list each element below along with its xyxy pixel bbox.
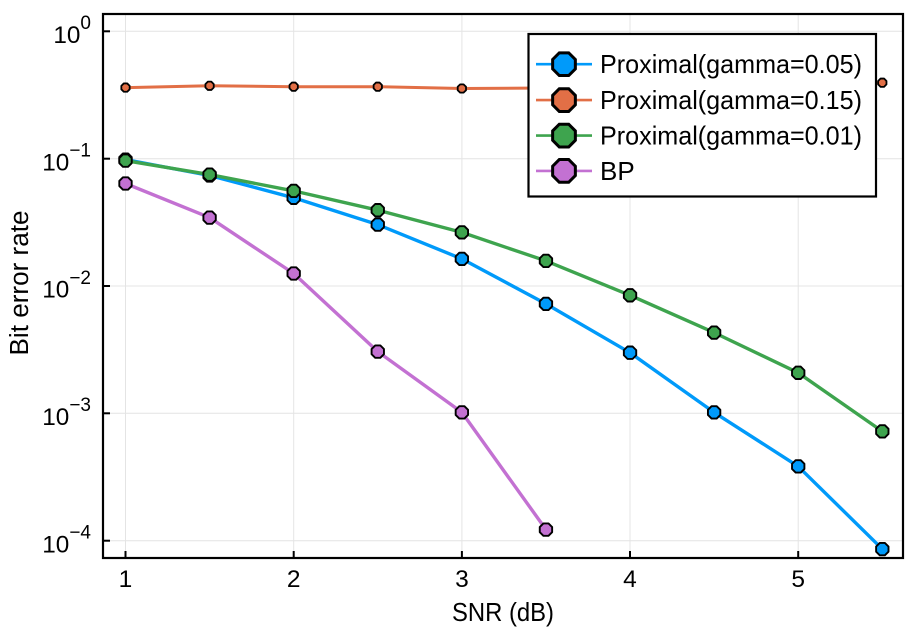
svg-text:Proximal(gamma=0.05): Proximal(gamma=0.05)	[600, 49, 862, 79]
svg-text:100: 100	[53, 13, 91, 49]
svg-text:SNR (dB): SNR (dB)	[452, 597, 554, 627]
svg-text:10−2: 10−2	[42, 268, 91, 304]
svg-text:1: 1	[119, 566, 133, 593]
svg-text:10−1: 10−1	[42, 141, 91, 177]
svg-text:4: 4	[623, 566, 637, 593]
svg-text:Proximal(gamma=0.15): Proximal(gamma=0.15)	[600, 85, 862, 115]
svg-text:Proximal(gamma=0.01): Proximal(gamma=0.01)	[600, 121, 862, 151]
svg-text:3: 3	[455, 566, 469, 593]
svg-text:10−3: 10−3	[42, 395, 91, 431]
svg-text:Bit error rate: Bit error rate	[6, 211, 34, 356]
svg-text:BP: BP	[600, 156, 635, 186]
svg-text:10−4: 10−4	[42, 523, 91, 559]
svg-text:2: 2	[287, 566, 301, 593]
svg-text:5: 5	[791, 566, 805, 593]
